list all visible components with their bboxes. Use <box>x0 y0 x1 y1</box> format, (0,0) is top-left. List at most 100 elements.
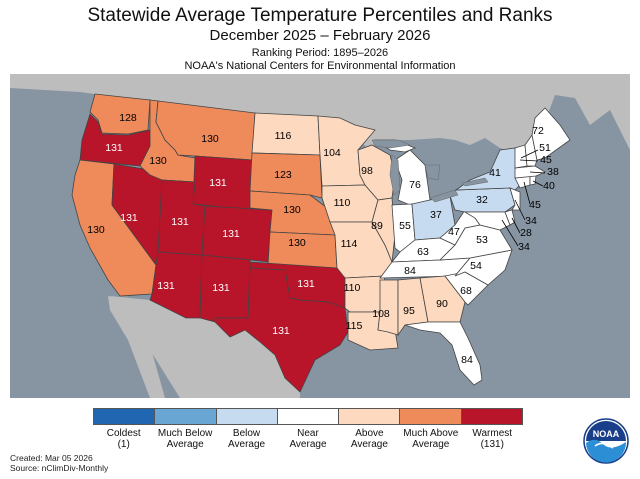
label-ms: 108 <box>372 308 390 320</box>
label-sd: 123 <box>274 169 292 181</box>
legend-swatch-below <box>216 409 278 424</box>
created-date: Created: Mar 05 2026 <box>10 453 93 463</box>
label-ne: 130 <box>283 204 301 216</box>
label-al: 95 <box>403 305 415 317</box>
data-source: Source: nClimDiv-Monthly <box>10 463 109 473</box>
legend-swatch-much-above <box>400 409 462 424</box>
label-va: 53 <box>476 234 488 246</box>
legend-label-coldest: Coldest (1) <box>106 428 141 450</box>
label-nd: 116 <box>275 130 292 142</box>
state-ri <box>529 175 537 186</box>
header: Statewide Average Temperature Percentile… <box>0 0 640 73</box>
leader-md <box>501 219 519 247</box>
label-nm: 131 <box>212 282 230 294</box>
great-lakes <box>371 139 489 203</box>
leader-lines <box>501 149 546 247</box>
ranking-period: Ranking Period: 1895–2026 <box>251 47 389 59</box>
label-in: 55 <box>399 220 411 232</box>
label-pa: 32 <box>476 194 488 206</box>
leader-ct <box>523 181 531 205</box>
source-organization: NOAA's National Centers for Environmenta… <box>184 60 456 72</box>
label-id: 130 <box>149 155 167 167</box>
label-ga: 90 <box>436 298 448 310</box>
label-fl: 84 <box>461 354 473 366</box>
label-wv: 47 <box>448 226 460 238</box>
label-ca: 130 <box>87 224 105 236</box>
label-ma: 38 <box>547 166 559 178</box>
legend-label-above: Above Average <box>350 428 388 450</box>
legend-labels: Coldest (1) Much Below Average Below Averag… <box>93 425 523 450</box>
label-ut: 131 <box>171 216 189 228</box>
label-nv: 131 <box>120 212 138 224</box>
label-me: 72 <box>532 125 544 137</box>
legend-color-bar <box>93 408 523 425</box>
state-me <box>531 107 571 161</box>
label-ia: 110 <box>334 197 351 209</box>
label-or: 131 <box>105 142 123 154</box>
map-subtitle: December 2025 – February 2026 <box>209 27 431 44</box>
legend-swatch-warmest <box>461 409 522 424</box>
legend-label-below: Below Average <box>228 428 266 450</box>
leader-de <box>511 217 521 234</box>
label-nc: 54 <box>470 260 482 272</box>
label-md: 34 <box>518 241 530 253</box>
legend-label-much-above: Much Above Average <box>403 428 459 450</box>
baja-landmass <box>108 296 165 398</box>
label-wy: 131 <box>209 177 227 189</box>
state-polygons <box>71 93 571 393</box>
label-tx: 131 <box>272 325 290 337</box>
lake-huron <box>424 164 441 181</box>
us-temperature-map: 128 131 130 130 131 130 131 131 131 131 … <box>10 74 630 398</box>
legend-label-near: Near Average <box>289 428 327 450</box>
state-de <box>504 209 516 226</box>
label-ny: 41 <box>489 167 501 179</box>
state-tx <box>214 267 349 393</box>
legend: Coldest (1) Much Below Average Below Averag… <box>93 408 523 450</box>
label-az: 131 <box>157 280 175 292</box>
label-nh: 51 <box>539 142 551 154</box>
noaa-logo-icon: NOAA <box>583 418 629 464</box>
leader-nj <box>514 199 526 221</box>
lake-michigan <box>389 154 401 196</box>
map-title: Statewide Average Temperature Percentile… <box>87 5 553 26</box>
label-ks: 130 <box>288 237 306 249</box>
canada-landmass <box>10 74 630 152</box>
label-mi: 76 <box>409 179 421 191</box>
lake-ontario <box>461 177 489 187</box>
state-fl <box>404 321 483 386</box>
label-wa: 128 <box>119 112 137 124</box>
label-tn: 84 <box>404 265 416 277</box>
label-ok: 131 <box>297 278 315 290</box>
state-sd <box>249 152 323 199</box>
state-rank-labels: 128 131 130 130 131 130 131 131 131 131 … <box>87 112 559 366</box>
lake-superior <box>371 139 411 149</box>
label-il: 89 <box>371 220 383 232</box>
legend-swatch-much-below <box>155 409 217 424</box>
leader-nh <box>520 149 539 159</box>
label-nj: 34 <box>525 215 537 227</box>
legend-label-much-below: Much Below Average <box>157 428 213 450</box>
label-ky: 63 <box>417 246 429 258</box>
label-ct: 45 <box>529 199 541 211</box>
label-wi: 98 <box>361 165 373 177</box>
label-de: 28 <box>520 227 532 239</box>
lake-erie <box>429 189 459 203</box>
label-mn: 104 <box>323 147 341 159</box>
metadata: Created: Mar 05 2026 Source: nClimDiv-Mo… <box>10 453 108 473</box>
legend-swatch-near <box>277 409 340 424</box>
legend-swatch-coldest <box>94 409 156 424</box>
noaa-logo-text: NOAA <box>593 429 620 439</box>
label-mt: 130 <box>201 133 219 145</box>
leader-ma <box>529 171 546 174</box>
leader-vt <box>519 159 539 162</box>
label-ar: 110 <box>344 282 361 294</box>
legend-label-warmest: Warmest (131) <box>472 428 513 450</box>
label-co: 131 <box>222 228 240 240</box>
legend-swatch-above <box>339 409 401 424</box>
label-sc: 68 <box>460 285 472 297</box>
label-mo: 114 <box>341 238 358 250</box>
label-la: 115 <box>346 320 363 332</box>
label-vt: 45 <box>540 154 552 166</box>
label-oh: 37 <box>430 209 442 221</box>
state-nh <box>524 134 538 167</box>
